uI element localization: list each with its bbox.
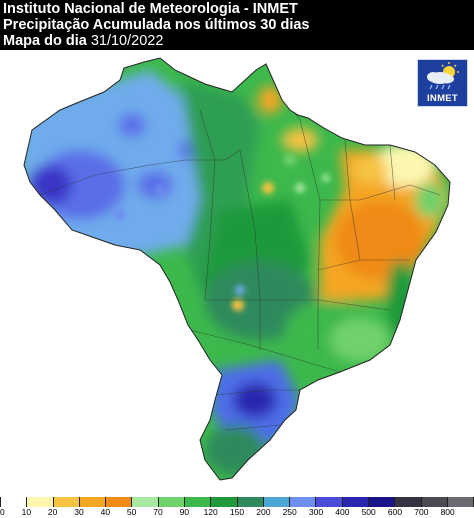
legend-tick-label: 600	[387, 507, 403, 517]
legend-swatch	[237, 497, 264, 507]
legend-tick-label: 0	[0, 507, 5, 517]
legend-swatch	[368, 497, 396, 507]
legend-tick-label: 250	[282, 507, 297, 517]
legend-swatch	[316, 497, 343, 507]
legend-swatch	[53, 497, 80, 507]
legend-swatch	[290, 497, 317, 507]
legend-swatch	[106, 497, 133, 507]
precipitation-legend: 0 10 20 30 40 50 70 90 120 150 200 250 300 400 500 600 7…	[0, 497, 474, 518]
legend-tick-label: 120	[203, 507, 218, 517]
inmet-logo: INMET	[417, 59, 468, 107]
institute-title: Instituto Nacional de Meteorologia - INM…	[3, 1, 298, 17]
map-date: 31/10/2022	[90, 33, 164, 49]
sun-cloud-rain-icon	[427, 62, 459, 90]
legend-color-bar	[0, 497, 474, 507]
map-date-prefix: Mapa do dia	[3, 33, 91, 49]
legend-tick-label: 10	[21, 507, 32, 517]
legend-swatch	[0, 497, 28, 507]
legend-swatch	[395, 497, 422, 507]
legend-tick-label: 20	[47, 507, 58, 517]
precipitation-map	[0, 50, 474, 495]
legend-swatch	[132, 497, 159, 507]
legend-swatch	[421, 497, 448, 507]
legend-swatch	[342, 497, 369, 507]
legend-swatch	[447, 497, 474, 507]
legend-tick-label: 700	[414, 507, 429, 517]
legend-tick-label: 400	[335, 507, 350, 517]
legend-tick-label: 150	[229, 507, 245, 517]
legend-tick-label: 30	[74, 507, 84, 517]
legend-tick-label: 90	[179, 507, 190, 517]
legend-tick-label: 500	[361, 507, 376, 517]
map-date-line: Mapa do dia 31/10/2022	[3, 33, 163, 49]
map-header: Instituto Nacional de Meteorologia - INM…	[0, 0, 474, 50]
legend-swatch	[263, 497, 291, 507]
legend-tick-label: 40	[100, 507, 111, 517]
legend-tick-label: 50	[126, 507, 137, 517]
legend-tick-label: 300	[308, 507, 324, 517]
legend-swatch	[27, 497, 54, 507]
legend-tick-label: 800	[440, 507, 455, 517]
legend-swatch	[184, 497, 212, 507]
legend-swatch	[158, 497, 185, 507]
legend-tick-label: 70	[153, 507, 163, 517]
inmet-logo-text: INMET	[426, 93, 459, 104]
map-title: Precipitação Acumulada nos últimos 30 di…	[3, 17, 310, 33]
legend-tick-label: 200	[256, 507, 271, 517]
legend-swatch	[79, 497, 107, 507]
legend-swatch	[211, 497, 238, 507]
